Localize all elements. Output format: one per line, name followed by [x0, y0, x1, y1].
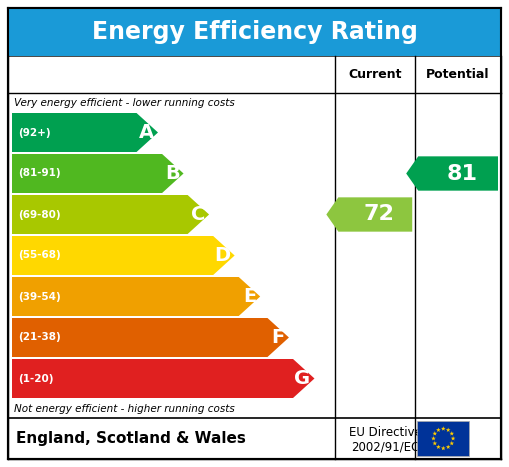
- Polygon shape: [406, 156, 498, 191]
- Polygon shape: [431, 436, 436, 440]
- Text: 81: 81: [446, 163, 477, 184]
- Text: Very energy efficient - lower running costs: Very energy efficient - lower running co…: [14, 98, 235, 108]
- Polygon shape: [12, 277, 260, 316]
- Polygon shape: [451, 436, 456, 440]
- Text: E: E: [243, 287, 256, 306]
- Polygon shape: [436, 428, 441, 432]
- Polygon shape: [12, 154, 184, 193]
- Polygon shape: [12, 318, 289, 357]
- Text: A: A: [139, 123, 154, 142]
- Polygon shape: [441, 446, 445, 450]
- Text: B: B: [165, 164, 180, 183]
- Bar: [8, 8, 501, 56]
- Text: 2002/91/EC: 2002/91/EC: [351, 440, 419, 453]
- Polygon shape: [12, 359, 315, 398]
- Text: (69-80): (69-80): [18, 210, 61, 219]
- Polygon shape: [433, 441, 437, 446]
- Text: G: G: [294, 369, 310, 388]
- Text: (39-54): (39-54): [18, 291, 61, 302]
- Polygon shape: [433, 431, 437, 436]
- Text: Not energy efficient - higher running costs: Not energy efficient - higher running co…: [14, 404, 235, 414]
- Text: EU Directive: EU Directive: [349, 426, 422, 439]
- Polygon shape: [12, 113, 158, 152]
- Text: (1-20): (1-20): [18, 374, 53, 383]
- Text: Energy Efficiency Rating: Energy Efficiency Rating: [92, 20, 417, 44]
- Text: Current: Current: [349, 68, 402, 81]
- Text: D: D: [214, 246, 231, 265]
- Text: (55-68): (55-68): [18, 250, 61, 261]
- Text: (81-91): (81-91): [18, 169, 61, 178]
- Text: England, Scotland & Wales: England, Scotland & Wales: [16, 431, 246, 446]
- Text: Potential: Potential: [427, 68, 490, 81]
- Polygon shape: [326, 198, 412, 232]
- Bar: [8, 56, 501, 93]
- Polygon shape: [449, 431, 454, 436]
- Text: (21-38): (21-38): [18, 333, 61, 342]
- Bar: [417, 421, 469, 456]
- Polygon shape: [436, 445, 441, 449]
- Polygon shape: [446, 428, 450, 432]
- Polygon shape: [449, 441, 454, 446]
- Polygon shape: [12, 195, 209, 234]
- Text: C: C: [191, 205, 205, 224]
- Polygon shape: [446, 445, 450, 449]
- Text: 72: 72: [363, 205, 394, 225]
- Text: F: F: [272, 328, 285, 347]
- Polygon shape: [441, 426, 445, 431]
- Polygon shape: [12, 236, 235, 275]
- Text: (92+): (92+): [18, 127, 50, 137]
